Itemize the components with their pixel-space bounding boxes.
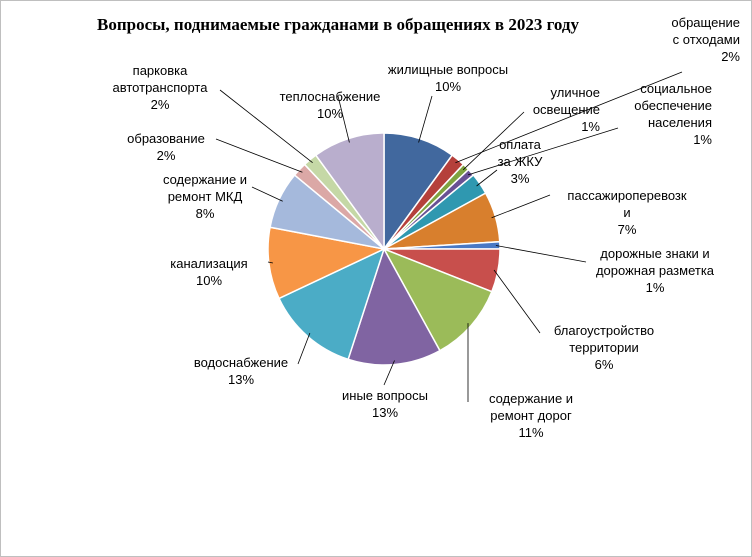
leader-line xyxy=(383,360,395,386)
slice-label-percent: 7% xyxy=(617,222,637,237)
slice-label-text: социальное обеспечение населения xyxy=(634,81,712,130)
slice-label: теплоснабжение 10% xyxy=(270,88,390,122)
slice-label: уличное освещение 1% xyxy=(520,84,600,135)
slice-label-text: дорожные знаки и дорожная разметка xyxy=(595,246,715,278)
slice-label-text: иные вопросы xyxy=(342,388,428,403)
leader-line xyxy=(219,89,313,164)
leader-line xyxy=(491,194,551,219)
slice-label-percent: 6% xyxy=(594,357,614,372)
slice-label-percent: 13% xyxy=(371,405,399,420)
slice-label-text: водоснабжение xyxy=(193,355,289,370)
pie-slice xyxy=(278,247,386,361)
pie-slice xyxy=(347,247,441,366)
slice-label-percent: 1% xyxy=(645,280,665,295)
slice-label: содержание и ремонт дорог 11% xyxy=(476,390,586,441)
leader-line xyxy=(418,95,433,143)
leader-line xyxy=(297,332,311,365)
slice-label: обращение с отходами 2% xyxy=(640,14,740,65)
slice-label-text: канализация xyxy=(170,256,248,271)
leader-line xyxy=(476,169,498,187)
leader-line xyxy=(467,127,619,176)
slice-label-text: теплоснабжение xyxy=(279,89,381,104)
slice-label: дорожные знаки и дорожная разметка 1% xyxy=(580,245,730,296)
slice-label: социальное обеспечение населения 1% xyxy=(610,80,712,148)
pie-slice xyxy=(382,247,493,352)
slice-label: оплата за ЖКУ 3% xyxy=(495,136,545,187)
slice-label-percent: 3% xyxy=(510,171,530,186)
slice-label-text: благоустройство территории xyxy=(553,323,655,355)
chart-title: Вопросы, поднимаемые гражданами в обраще… xyxy=(97,15,579,34)
slice-label: образование 2% xyxy=(110,130,222,164)
slice-label-text: пассажироперевозк и xyxy=(567,188,687,220)
leader-line xyxy=(495,245,587,263)
leader-line xyxy=(251,186,283,202)
slice-label-percent: 10% xyxy=(316,106,344,121)
leader-line xyxy=(493,269,541,334)
slice-label: водоснабжение 13% xyxy=(186,354,296,388)
slice-label-percent: 10% xyxy=(434,79,462,94)
slice-label-percent: 2% xyxy=(150,97,170,112)
slice-label-percent: 2% xyxy=(156,148,176,163)
slice-label-percent: 1% xyxy=(581,119,600,134)
slice-label-text: жилищные вопросы xyxy=(387,62,509,77)
slice-label-percent: 10% xyxy=(195,273,223,288)
slice-label-text: образование xyxy=(127,131,205,146)
slice-label-text: обращение с отходами xyxy=(671,15,740,47)
slice-label-text: содержание и ремонт МКД xyxy=(162,172,248,204)
slice-label-text: оплата за ЖКУ xyxy=(497,137,543,169)
slice-label: жилищные вопросы 10% xyxy=(378,61,518,95)
slice-label-percent: 11% xyxy=(518,425,544,440)
slice-label: канализация 10% xyxy=(146,255,272,289)
slice-label: парковка автотранспорта 2% xyxy=(100,62,220,113)
slice-label-percent: 8% xyxy=(195,206,215,221)
slice-label-percent: 2% xyxy=(721,49,740,64)
slice-label: пассажироперевозк и 7% xyxy=(552,187,702,238)
slice-label-text: содержание и ремонт дорог xyxy=(488,391,574,423)
slice-label: благоустройство территории 6% xyxy=(544,322,664,373)
slice-label: иные вопросы 13% xyxy=(330,387,440,421)
leader-line xyxy=(455,71,683,164)
slice-label-percent: 1% xyxy=(693,132,712,147)
pie-slice xyxy=(267,226,387,300)
leader-line xyxy=(267,261,273,264)
slice-label: содержание и ремонт МКД 8% xyxy=(140,171,270,222)
slice-label-percent: 13% xyxy=(227,372,255,387)
slice-label-text: парковка автотранспорта xyxy=(112,63,208,95)
leader-line xyxy=(462,111,525,171)
leader-line xyxy=(215,138,303,173)
leader-line xyxy=(337,95,350,143)
slice-label-text: уличное освещение xyxy=(532,85,600,117)
